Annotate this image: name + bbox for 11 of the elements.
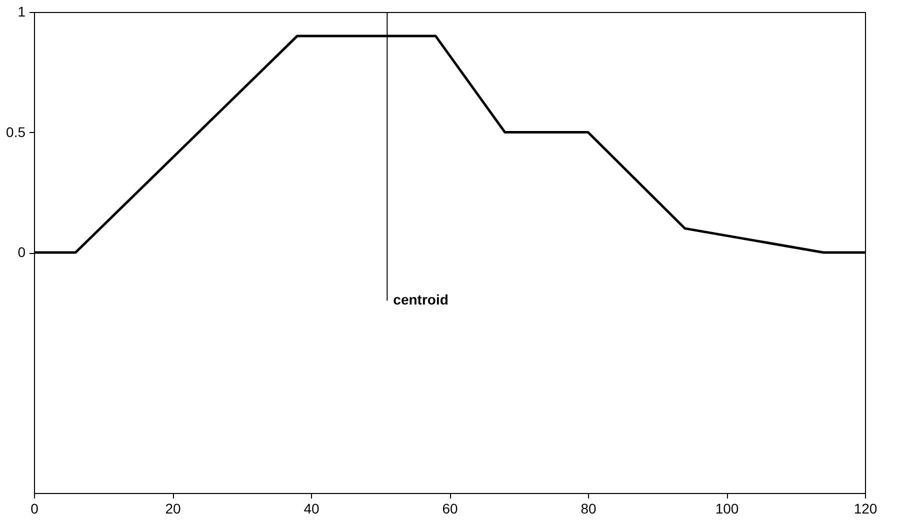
- annotation: centroid: [393, 292, 448, 308]
- y-tick-label: 1: [18, 4, 26, 20]
- y-tick-label: 0.5: [6, 124, 26, 140]
- x-tick-label: 120: [854, 500, 878, 516]
- x-tick-label: 100: [715, 500, 739, 516]
- x-tick-label: 60: [442, 500, 458, 516]
- x-tick-label: 20: [165, 500, 181, 516]
- x-tick-label: 40: [304, 500, 320, 516]
- x-tick-label: 0: [30, 500, 39, 516]
- x-tick-label: 80: [580, 500, 596, 516]
- y-tick-label: 0: [18, 244, 26, 260]
